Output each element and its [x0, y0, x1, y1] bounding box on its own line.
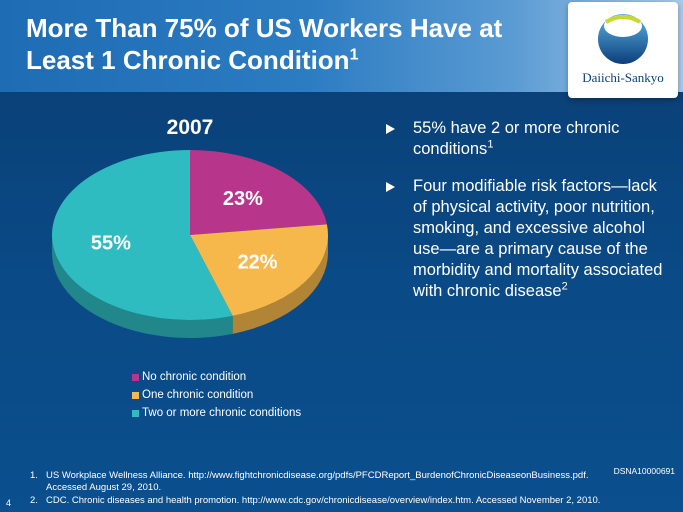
- pie-slice-side: [232, 235, 328, 334]
- legend-item-one-chronic: One chronic condition: [132, 386, 301, 404]
- bullet-text: 55% have 2 or more chronic conditions1: [413, 118, 666, 160]
- legend-swatch: [132, 391, 139, 399]
- legend-label: No chronic condition: [142, 371, 247, 383]
- pie-slice-1: [190, 224, 328, 316]
- logo-emblem-icon: [598, 14, 648, 64]
- reference-text: CDC. Chronic diseases and health promoti…: [46, 495, 601, 506]
- legend-item-no-chronic: No chronic condition: [132, 368, 301, 386]
- reference-text: US Workplace Wellness Alliance. http://w…: [46, 470, 589, 493]
- title-text: More Than 75% of US Workers Have at Leas…: [26, 13, 503, 75]
- references: 1. US Workplace Wellness Alliance. http:…: [30, 470, 630, 509]
- bullet-body: 55% have 2 or more chronic conditions: [413, 119, 620, 158]
- page-number: 4: [6, 498, 12, 508]
- legend-label: One chronic condition: [142, 389, 254, 401]
- logo-wordmark: Daiichi-Sankyo: [582, 70, 664, 85]
- legend-label: Two or more chronic conditions: [142, 407, 302, 419]
- pie-slice-2: [51, 150, 233, 320]
- bullet-item: 55% have 2 or more chronic conditions1: [386, 118, 666, 160]
- slide-title: More Than 75% of US Workers Have at Leas…: [26, 12, 546, 76]
- chart-title: 2007: [166, 116, 214, 139]
- pie-slice-0: [190, 150, 327, 235]
- reference-number: 2.: [30, 495, 38, 506]
- company-logo: Daiichi-Sankyo: [568, 2, 678, 98]
- legend-swatch: [132, 373, 139, 381]
- bullet-arrow-icon: [386, 182, 395, 192]
- bullet-list: 55% have 2 or more chronic conditions1 F…: [386, 118, 666, 318]
- pie-data-label: 23%: [223, 188, 263, 210]
- bullet-citation: 1: [487, 138, 494, 151]
- pie-data-label: 22%: [238, 251, 278, 273]
- pie-slice-side: [52, 235, 233, 338]
- bullet-item: Four modifiable risk factors—lack of phy…: [386, 176, 666, 302]
- bullet-arrow-icon: [386, 124, 395, 134]
- bullet-text: Four modifiable risk factors—lack of phy…: [413, 176, 666, 302]
- pie-chart: 23% 22% 55%: [51, 150, 328, 338]
- pie-data-label: 55%: [91, 233, 131, 255]
- bullet-citation: 2: [561, 280, 568, 293]
- bullet-body: Four modifiable risk factors—lack of phy…: [413, 177, 663, 300]
- reference-item: 2. CDC. Chronic diseases and health prom…: [30, 495, 630, 507]
- legend-item-two-or-more: Two or more chronic conditions: [132, 404, 301, 422]
- reference-number: 1.: [30, 470, 38, 481]
- reference-item: 1. US Workplace Wellness Alliance. http:…: [30, 470, 630, 493]
- document-code: DSNA10000691: [613, 466, 675, 476]
- legend-swatch: [132, 409, 139, 417]
- title-superscript: 1: [349, 46, 359, 64]
- chart-legend: No chronic condition One chronic conditi…: [132, 368, 301, 422]
